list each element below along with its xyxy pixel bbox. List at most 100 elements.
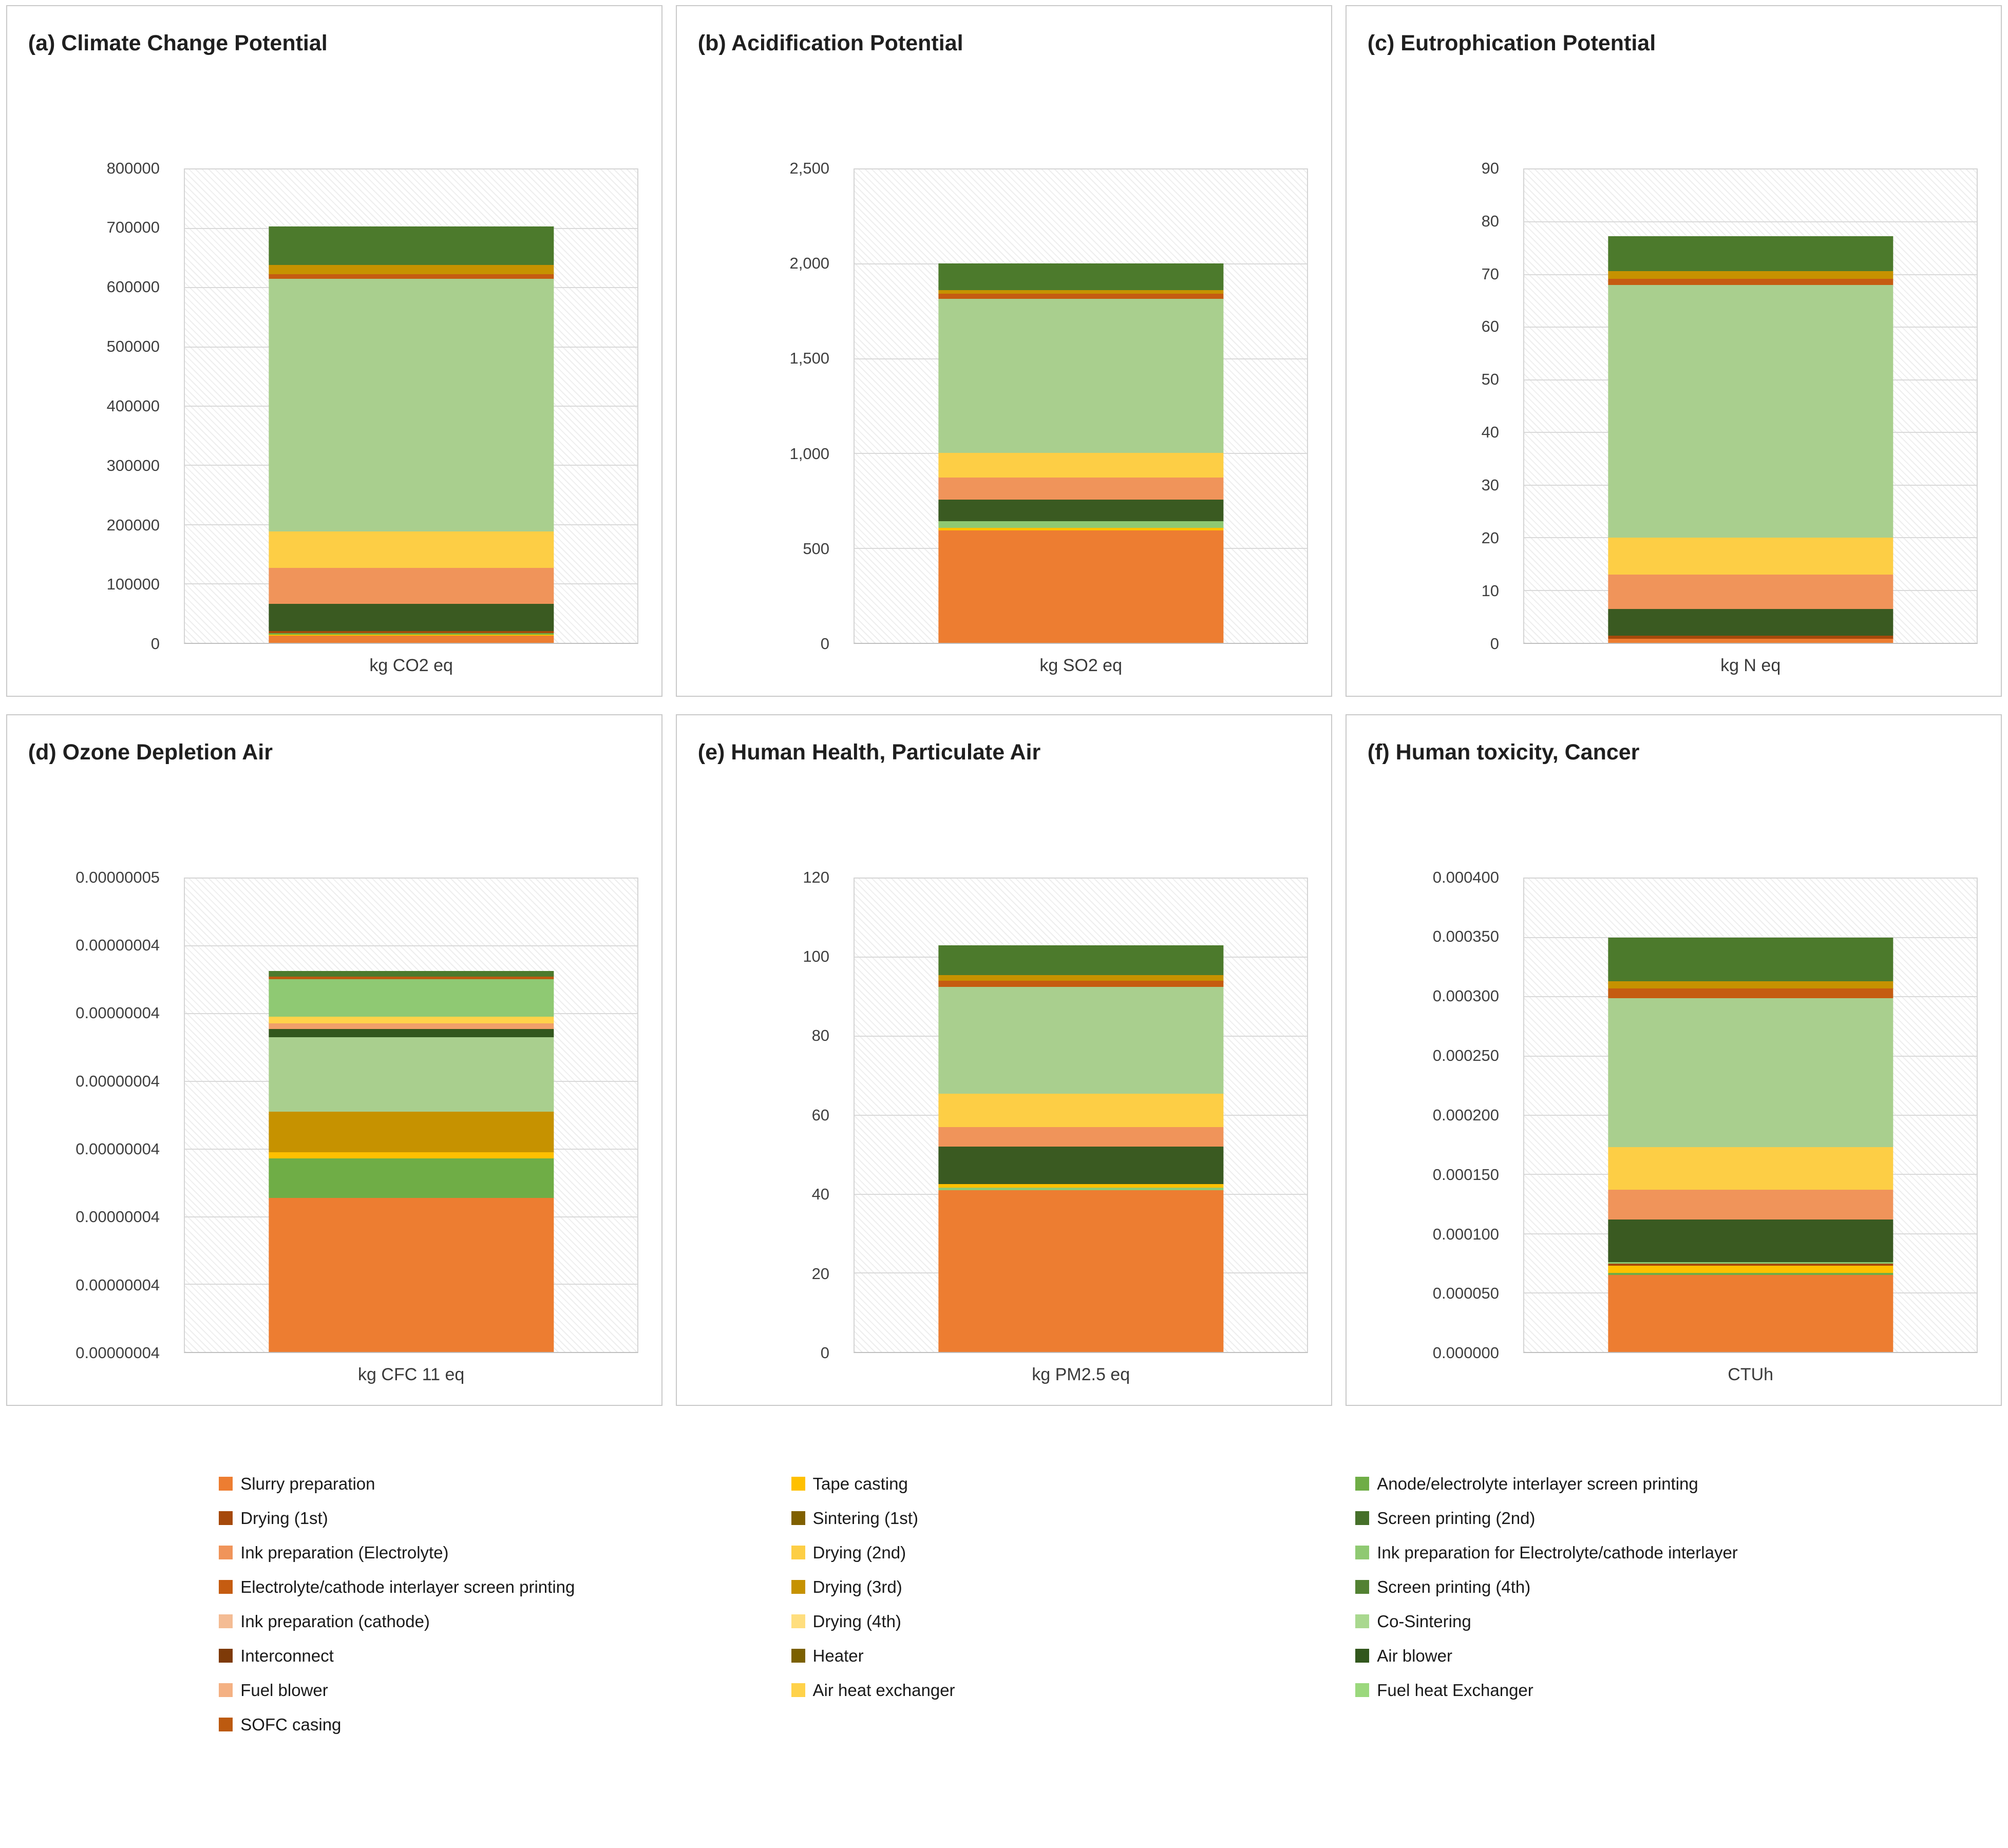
y-axis-tick-label: 40 (1481, 423, 1500, 442)
y-axis-tick-label: 1,500 (789, 349, 830, 368)
legend-swatch-icon (791, 1511, 805, 1525)
bar-segment (938, 453, 1224, 478)
legend-swatch-icon (1355, 1614, 1370, 1628)
legend-label: Tape casting (812, 1474, 908, 1493)
legend-entry: Ink preparation (Electrolyte) (219, 1535, 575, 1570)
y-axis-tick-label: 2,500 (789, 159, 830, 177)
bar-segment (269, 1112, 554, 1152)
bar-segment (1608, 608, 1893, 636)
bar-segment (269, 1028, 554, 1037)
legend-label: Heater (812, 1646, 864, 1665)
bar-segment (938, 298, 1224, 453)
y-axis-tick-label: 0.00000004 (75, 936, 160, 954)
y-axis-tick-label: 0.000000 (1432, 1344, 1500, 1362)
bar-segment (938, 294, 1224, 299)
y-axis-tick-label: 0.000400 (1432, 868, 1500, 886)
legend-entry: Drying (4th) (791, 1604, 955, 1639)
y-axis-tick-label: 90 (1481, 159, 1500, 177)
y-axis-tick-label: 20 (811, 1264, 830, 1283)
legend-entry: Drying (1st) (219, 1501, 575, 1535)
y-axis-tick-label: 0.00000004 (75, 1344, 160, 1362)
legend-label: Screen printing (2nd) (1377, 1508, 1536, 1528)
y-axis-tick-label: 70 (1481, 264, 1500, 283)
plot-area (183, 877, 639, 1354)
stacked-bar (269, 879, 554, 1352)
legend-entry: Ink preparation (cathode) (219, 1604, 575, 1639)
legend-label: Air blower (1377, 1646, 1452, 1665)
y-axis-tick-label: 40 (811, 1185, 830, 1204)
y-axis-tick-label: 0.00000004 (75, 1275, 160, 1294)
legend-entry: Drying (2nd) (791, 1535, 955, 1570)
y-axis-tick-label: 300000 (106, 456, 160, 474)
legend-label: Air heat exchanger (812, 1680, 955, 1700)
bar-segment (269, 1152, 554, 1158)
bar-segment (269, 631, 554, 633)
y-axis-tick-label: 80 (811, 1026, 830, 1045)
y-axis-tick-label: 0.000350 (1432, 927, 1500, 946)
x-axis-unit-label: kg PM2.5 eq (1032, 1365, 1130, 1385)
y-axis-tick-label: 0 (1490, 635, 1500, 653)
legend-swatch-icon (219, 1683, 233, 1697)
bar-segment (938, 945, 1224, 975)
legend: Slurry preparation Drying (1st) Ink prepar… (0, 1466, 2008, 1754)
legend-swatch-icon (219, 1580, 233, 1594)
legend-entry: Electrolyte/cathode interlayer screen pr… (219, 1570, 575, 1604)
bar-segment (269, 979, 554, 1017)
bar-segment (1608, 635, 1893, 639)
gridline (1524, 937, 1977, 938)
y-axis-tick-label: 100000 (106, 575, 160, 594)
bar-segment (269, 970, 554, 977)
bar-segment (938, 981, 1224, 987)
bar-segment (269, 976, 554, 979)
legend-label: Slurry preparation (240, 1474, 375, 1493)
y-axis-tick-label: 0.000150 (1432, 1165, 1500, 1184)
bar-segment (1608, 1219, 1893, 1262)
bar-segment (1608, 988, 1893, 998)
y-axis-tick-label: 0.000250 (1432, 1046, 1500, 1065)
legend-label: Interconnect (240, 1646, 334, 1665)
legend-entry: Drying (3rd) (791, 1570, 955, 1604)
plot-area (183, 168, 639, 644)
legend-swatch-icon (1355, 1580, 1370, 1594)
plot-area (1523, 168, 1978, 644)
legend-swatch-icon (1355, 1649, 1370, 1663)
y-axis-tick-label: 800000 (106, 159, 160, 177)
bar-segment (1608, 278, 1893, 285)
chart-title: (f) Human toxicity, Cancer (1367, 740, 1640, 765)
bar-segment (269, 1023, 554, 1029)
legend-label: Drying (3rd) (812, 1577, 902, 1596)
y-axis-tick-label: 50 (1481, 370, 1500, 389)
stacked-bar (269, 169, 554, 643)
legend-label: Electrolyte/cathode interlayer screen pr… (240, 1577, 575, 1596)
bar-segment (1608, 1190, 1893, 1220)
chart-panel-d: (d) Ozone Depletion Air 0.00000005 0.00000… (6, 714, 662, 1406)
legend-entry: Interconnect (219, 1639, 575, 1673)
y-axis-tick-label: 30 (1481, 476, 1500, 494)
chart-panel-e: (e) Human Health, Particulate Air 120 100 8… (676, 714, 1332, 1406)
bar-segment (269, 1158, 554, 1198)
y-axis-tick-label: 0.00000004 (75, 1072, 160, 1090)
y-axis-tick-label: 400000 (106, 396, 160, 415)
legend-entry: Ink preparation for Electrolyte/cathode … (1355, 1535, 1738, 1570)
legend-swatch-icon (219, 1649, 233, 1663)
legend-swatch-icon (791, 1614, 805, 1628)
bar-segment (938, 1127, 1224, 1147)
y-axis-tick-label: 120 (803, 868, 830, 886)
chart-panel-c: (c) Eutrophication Potential 90 80 70 60 50 40… (1346, 5, 2002, 697)
y-axis: 0.00000005 0.00000004 0.00000004 0.00000004… (7, 868, 172, 1362)
y-axis: 800000 700000 600000 500000 400000 300000 2000… (7, 159, 172, 653)
y-axis-tick-label: 2,000 (789, 254, 830, 272)
y-axis-tick-label: 0 (820, 1344, 830, 1362)
legend-label: Ink preparation (cathode) (240, 1611, 430, 1631)
bar-segment (269, 1198, 554, 1352)
bar-segment (1608, 574, 1893, 609)
y-axis: 90 80 70 60 50 40 30 20 10 0 (1347, 159, 1511, 653)
bar-segment (938, 521, 1224, 528)
bar-segment (938, 499, 1224, 522)
legend-column: Anode/electrolyte interlayer screen prin… (1355, 1466, 1738, 1707)
bar-segment (1608, 236, 1893, 272)
chart-title: (b) Acidification Potential (697, 31, 963, 56)
y-axis-tick-label: 0.00000004 (75, 1004, 160, 1022)
legend-swatch-icon (791, 1683, 805, 1697)
legend-swatch-icon (1355, 1511, 1370, 1525)
